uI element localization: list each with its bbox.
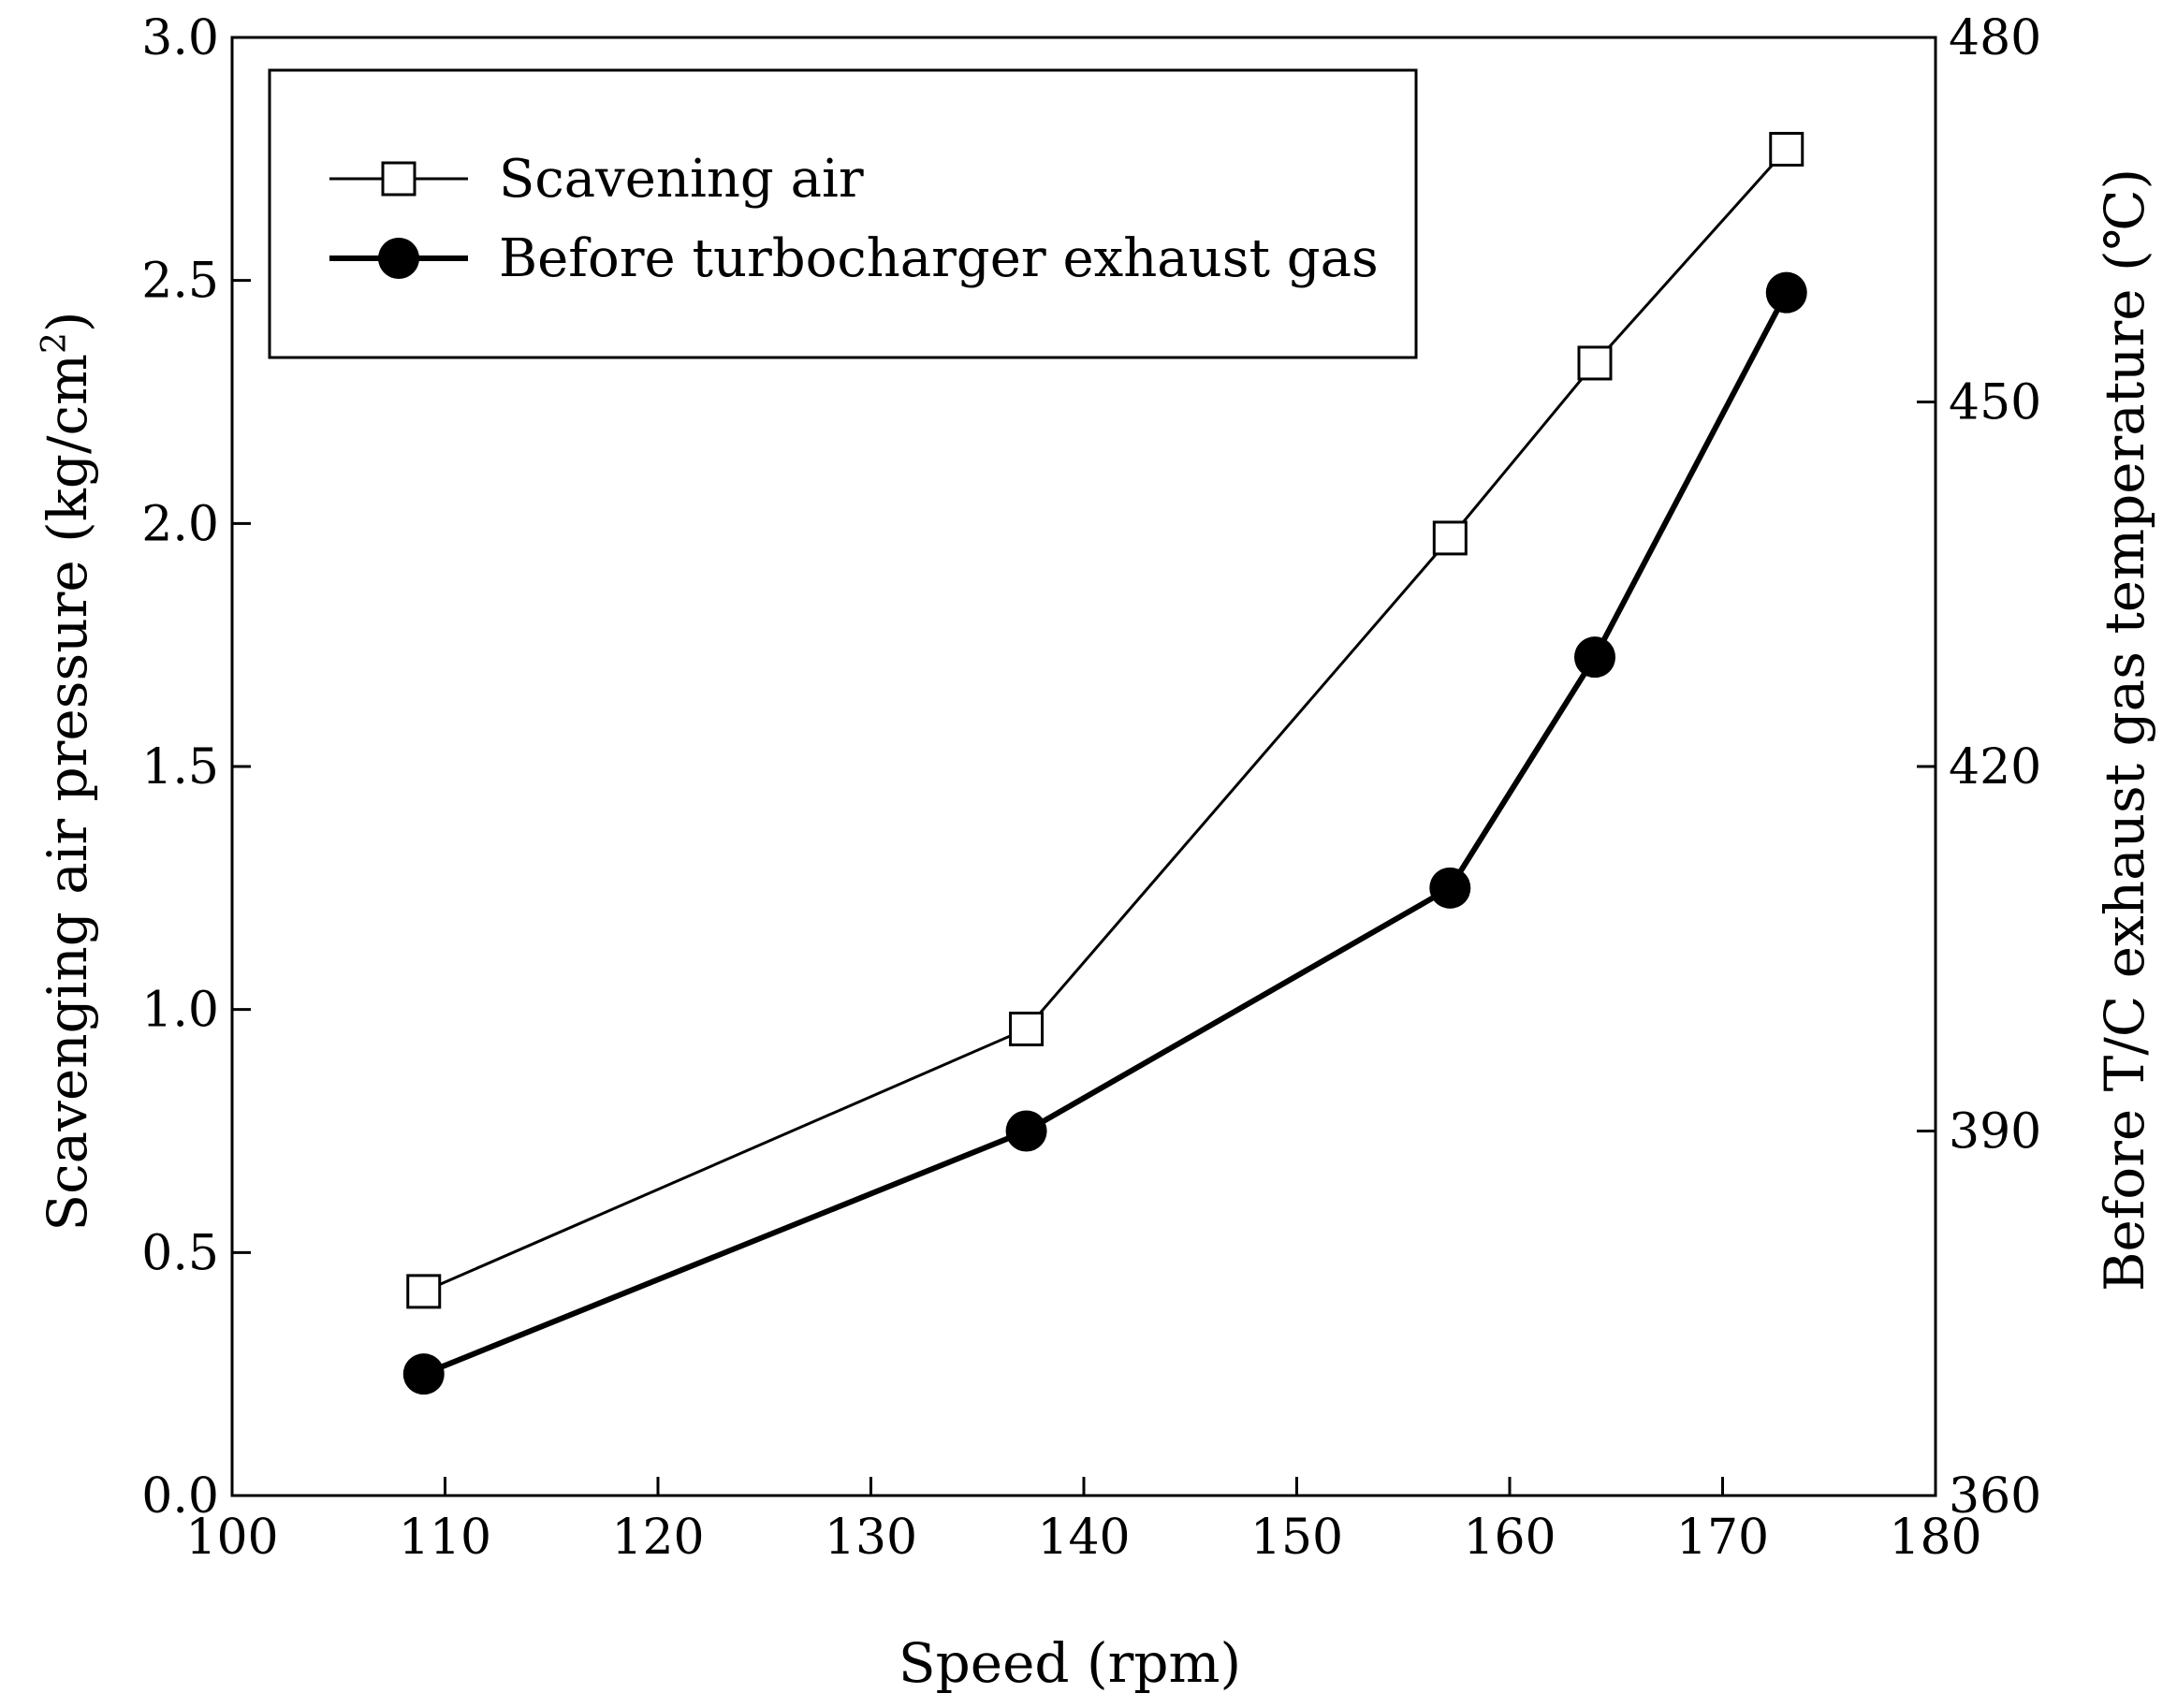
y-left-axis: 0.0 0.5 1.0 1.5 2.0 2.5 3.0 — [141, 10, 251, 1525]
legend-label-1: Before turbocharger exhaust gas — [499, 228, 1379, 289]
series-0-point-2 — [1432, 520, 1468, 556]
series-0-point-0 — [406, 1274, 442, 1309]
y-left-tick-label-3: 1.5 — [141, 739, 219, 796]
y-left-axis-title-main: Scavenging air pressure (kg/cm — [36, 354, 99, 1232]
x-tick-label-7: 170 — [1676, 1510, 1769, 1566]
x-tick-label-0: 100 — [185, 1510, 278, 1566]
series-0-point-1 — [1009, 1011, 1045, 1046]
legend: Scavening air Before turbocharger exhaust… — [268, 68, 1418, 359]
x-tick-label-3: 130 — [825, 1510, 917, 1566]
series-1-point-3 — [1574, 636, 1615, 679]
legend-box — [268, 68, 1418, 359]
series-0-point-3 — [1577, 345, 1613, 381]
series-1-point-4 — [1765, 271, 1807, 314]
series-1-point-2 — [1429, 867, 1471, 909]
x-tick-label-2: 120 — [611, 1510, 704, 1566]
y-left-tick-label-5: 2.5 — [141, 254, 219, 310]
y-left-tick-label-1: 0.5 — [141, 1225, 219, 1281]
series-0-point-4 — [1769, 131, 1804, 167]
x-tick-label-8: 180 — [1889, 1510, 1981, 1566]
series-layer — [402, 131, 1807, 1395]
x-axis-title: Speed (rpm) — [899, 1631, 1241, 1695]
series-1-point-1 — [1005, 1110, 1047, 1152]
x-tick-label-5: 150 — [1250, 1510, 1343, 1566]
legend-marker-0 — [381, 161, 416, 197]
y-left-axis-title-end: ) — [36, 311, 99, 332]
x-tick-label-6: 160 — [1463, 1510, 1556, 1566]
y-left-axis-title-sup: 2 — [36, 332, 74, 354]
y-right-tick-label-0: 360 — [1949, 1468, 2041, 1525]
x-axis: 100 110 120 130 140 150 160 170 180 — [185, 1477, 1982, 1566]
series-line-1 — [422, 291, 1790, 1377]
x-tick-label-4: 140 — [1037, 1510, 1130, 1566]
x-tick-label-1: 110 — [399, 1510, 491, 1566]
y-right-tick-label-3: 450 — [1949, 375, 2041, 431]
y-right-axis: 360 390 420 450 480 — [1917, 10, 2041, 1525]
y-left-axis-title: Scavenging air pressure (kg/cm2) — [36, 311, 99, 1231]
y-right-axis-title: Before T/C exhaust gas temperature (℃) — [2093, 168, 2156, 1292]
y-right-tick-label-1: 390 — [1949, 1104, 2041, 1161]
y-right-tick-label-2: 420 — [1949, 739, 2041, 796]
y-left-tick-label-2: 1.0 — [141, 983, 219, 1039]
y-left-tick-label-0: 0.0 — [141, 1468, 219, 1525]
y-right-tick-label-4: 480 — [1949, 10, 2041, 66]
legend-marker-1 — [378, 238, 419, 279]
y-left-tick-label-6: 3.0 — [141, 10, 219, 66]
legend-label-0: Scavening air — [499, 149, 864, 210]
y-left-tick-label-4: 2.0 — [141, 496, 219, 552]
series-1-point-0 — [402, 1353, 445, 1395]
